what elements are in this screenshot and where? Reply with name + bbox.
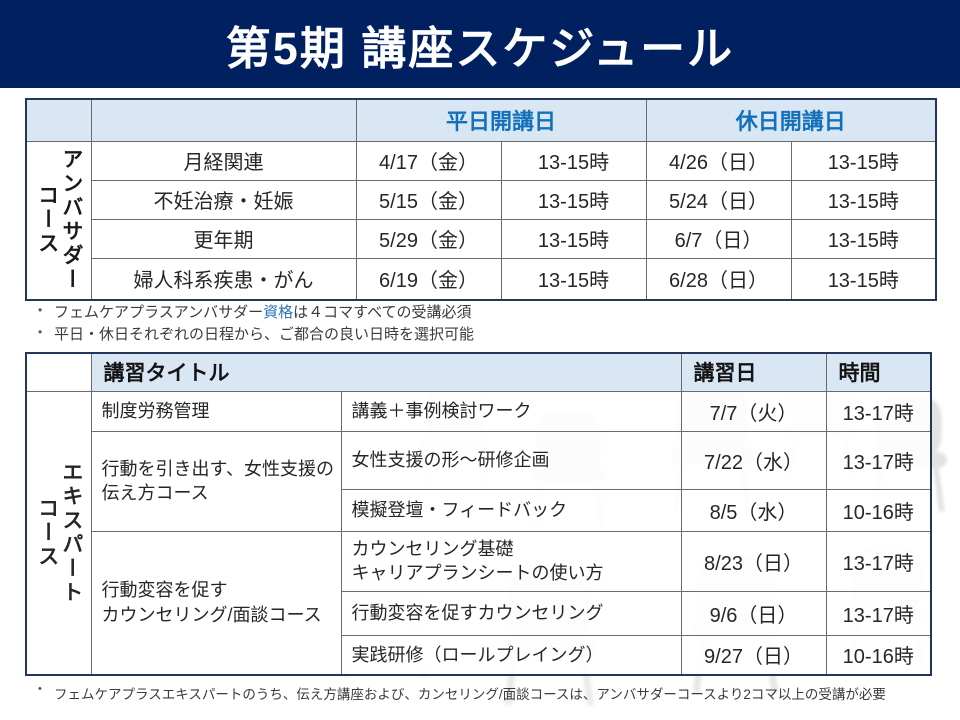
column-header-date: 講習日 xyxy=(680,352,827,392)
session-cell: 実践研修（ロールプレイング） xyxy=(340,634,682,676)
expert-note: フェムケアプラスエキスパートのうち、伝え方講座および、カンセリング/面談コースは… xyxy=(36,683,886,703)
holiday-date-cell: 6/28（日） xyxy=(645,257,792,301)
date-cell: 8/23（日） xyxy=(680,530,827,592)
date-cell: 7/7（火） xyxy=(680,390,827,432)
topic-cell: 不妊治療・妊娠 xyxy=(90,179,357,220)
weekday-time-cell: 13-15時 xyxy=(500,179,647,220)
time-cell: 13-17時 xyxy=(825,530,932,592)
holiday-time-cell: 13-15時 xyxy=(790,179,937,220)
corner-cell xyxy=(90,98,357,142)
corner-cell xyxy=(25,98,92,142)
table-row: アンバサダー コース 月経関連 4/17（金） 13-15時 4/26（日） 1… xyxy=(25,140,937,301)
table-row: 不妊治療・妊娠 5/15（金） 13-15時 5/24（日） 13-15時 xyxy=(26,179,937,220)
course-cell: 行動変容を促す カウンセリング/面談コース xyxy=(90,530,342,676)
table-row: 行動変容を促す カウンセリング/面談コース カウンセリング基礎 キャリアプランシ… xyxy=(26,530,932,676)
time-cell: 13-17時 xyxy=(825,590,932,636)
expert-schedule-table: 講習タイトル 講習日 時間 エキスパート コース 制度労務管理 講義＋事例検討ワ… xyxy=(25,352,932,676)
note-text: フェムケアプラスエキスパートのうち、伝え方講座および、カンセリング/面談コースは… xyxy=(54,687,886,702)
holiday-date-cell: 6/7（日） xyxy=(645,218,792,259)
table-row: 実践研修（ロールプレイング） 9/27（日） 10-16時 xyxy=(26,634,932,676)
session-cell: カウンセリング基礎 キャリアプランシートの使い方 xyxy=(340,530,682,592)
corner-cell xyxy=(25,352,92,392)
topic-cell: 更年期 xyxy=(90,218,357,259)
weekday-date-cell: 5/29（金） xyxy=(355,218,502,259)
date-cell: 9/27（日） xyxy=(680,634,827,676)
column-header-holiday: 休日開講日 xyxy=(645,98,937,142)
time-cell: 10-16時 xyxy=(825,488,932,532)
course-cell: 制度労務管理 xyxy=(90,390,342,432)
weekday-date-cell: 5/15（金） xyxy=(355,179,502,220)
table-header-row: 平日開講日 休日開講日 xyxy=(25,98,937,142)
date-cell: 8/5（水） xyxy=(680,488,827,532)
ambassador-schedule-table: 平日開講日 休日開講日 アンバサダー コース 月経関連 4/17（金） 13-1… xyxy=(25,98,938,301)
course-label-ambassador: アンバサダー コース xyxy=(25,140,92,301)
topic-cell: 婦人科系疾患・がん xyxy=(90,257,357,301)
column-header-course-title: 講習タイトル xyxy=(90,352,682,392)
table-row: 更年期 5/29（金） 13-15時 6/7（日） 13-15時 xyxy=(26,218,937,259)
title-band: 第5期 講座スケジュール xyxy=(0,0,960,88)
holiday-time-cell: 13-15時 xyxy=(790,257,937,301)
column-header-weekday: 平日開講日 xyxy=(355,98,647,142)
table-row: エキスパート コース 制度労務管理 講義＋事例検討ワーク 7/7（火） 13-1… xyxy=(25,390,932,676)
weekday-time-cell: 13-15時 xyxy=(500,257,647,301)
session-cell: 女性支援の形～研修企画 xyxy=(340,430,682,490)
table-header-row: 講習タイトル 講習日 時間 xyxy=(25,352,932,392)
note-text: 平日・休日それぞれの日程から、ご都合の良い日時を選択可能 xyxy=(54,325,475,343)
course-label-expert: エキスパート コース xyxy=(25,390,92,676)
weekday-date-cell: 6/19（金） xyxy=(355,257,502,301)
note-item: 平日・休日それぞれの日程から、ご都合の良い日時を選択可能 xyxy=(36,324,474,346)
session-cell: 講義＋事例検討ワーク xyxy=(340,390,682,432)
page-title: 第5期 講座スケジュール xyxy=(225,22,735,74)
date-cell: 7/22（水） xyxy=(680,430,827,490)
holiday-date-cell: 4/26（日） xyxy=(645,140,792,181)
topic-cell: 月経関連 xyxy=(90,140,357,181)
course-cell: 行動を引き出す、女性支援の伝え方コース xyxy=(90,430,342,532)
table-row: 行動を引き出す、女性支援の伝え方コース 女性支援の形～研修企画 7/22（水） … xyxy=(26,430,932,532)
weekday-time-cell: 13-15時 xyxy=(500,140,647,181)
holiday-time-cell: 13-15時 xyxy=(790,218,937,259)
column-header-time: 時間 xyxy=(825,352,932,392)
table-row: 模擬登壇・フィードバック 8/5（水） 10-16時 xyxy=(26,488,932,532)
note-text: は４コマすべての受講必須 xyxy=(293,304,472,321)
session-cell: 模擬登壇・フィードバック xyxy=(340,488,682,532)
time-cell: 10-16時 xyxy=(825,634,932,676)
holiday-date-cell: 5/24（日） xyxy=(645,179,792,220)
table-row: 婦人科系疾患・がん 6/19（金） 13-15時 6/28（日） 13-15時 xyxy=(26,257,937,301)
weekday-time-cell: 13-15時 xyxy=(500,218,647,259)
note-text: フェムケアプラスアンバサダー xyxy=(54,304,264,321)
time-cell: 13-17時 xyxy=(825,430,932,490)
ambassador-notes: フェムケアプラスアンバサダー資格は４コマすべての受講必須 平日・休日それぞれの日… xyxy=(36,302,474,346)
table-row: 行動変容を促すカウンセリング 9/6（日） 13-17時 xyxy=(26,590,932,636)
session-cell: 行動変容を促すカウンセリング xyxy=(340,590,682,636)
note-item: フェムケアプラスアンバサダー資格は４コマすべての受講必須 xyxy=(36,302,474,324)
date-cell: 9/6（日） xyxy=(680,590,827,636)
time-cell: 13-17時 xyxy=(825,390,932,432)
weekday-date-cell: 4/17（金） xyxy=(355,140,502,181)
highlighted-term: 資格 xyxy=(263,304,294,321)
holiday-time-cell: 13-15時 xyxy=(790,140,937,181)
